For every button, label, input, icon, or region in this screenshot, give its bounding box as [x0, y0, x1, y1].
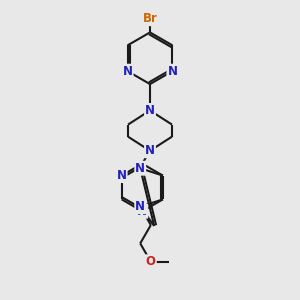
Text: O: O: [146, 255, 156, 268]
Text: N: N: [145, 144, 155, 157]
Text: N: N: [145, 104, 155, 117]
Text: N: N: [167, 65, 177, 78]
Text: N: N: [137, 205, 147, 218]
Text: Br: Br: [142, 12, 158, 25]
Text: N: N: [123, 65, 133, 78]
Text: N: N: [135, 162, 145, 175]
Text: N: N: [135, 200, 145, 213]
Text: N: N: [117, 169, 127, 182]
